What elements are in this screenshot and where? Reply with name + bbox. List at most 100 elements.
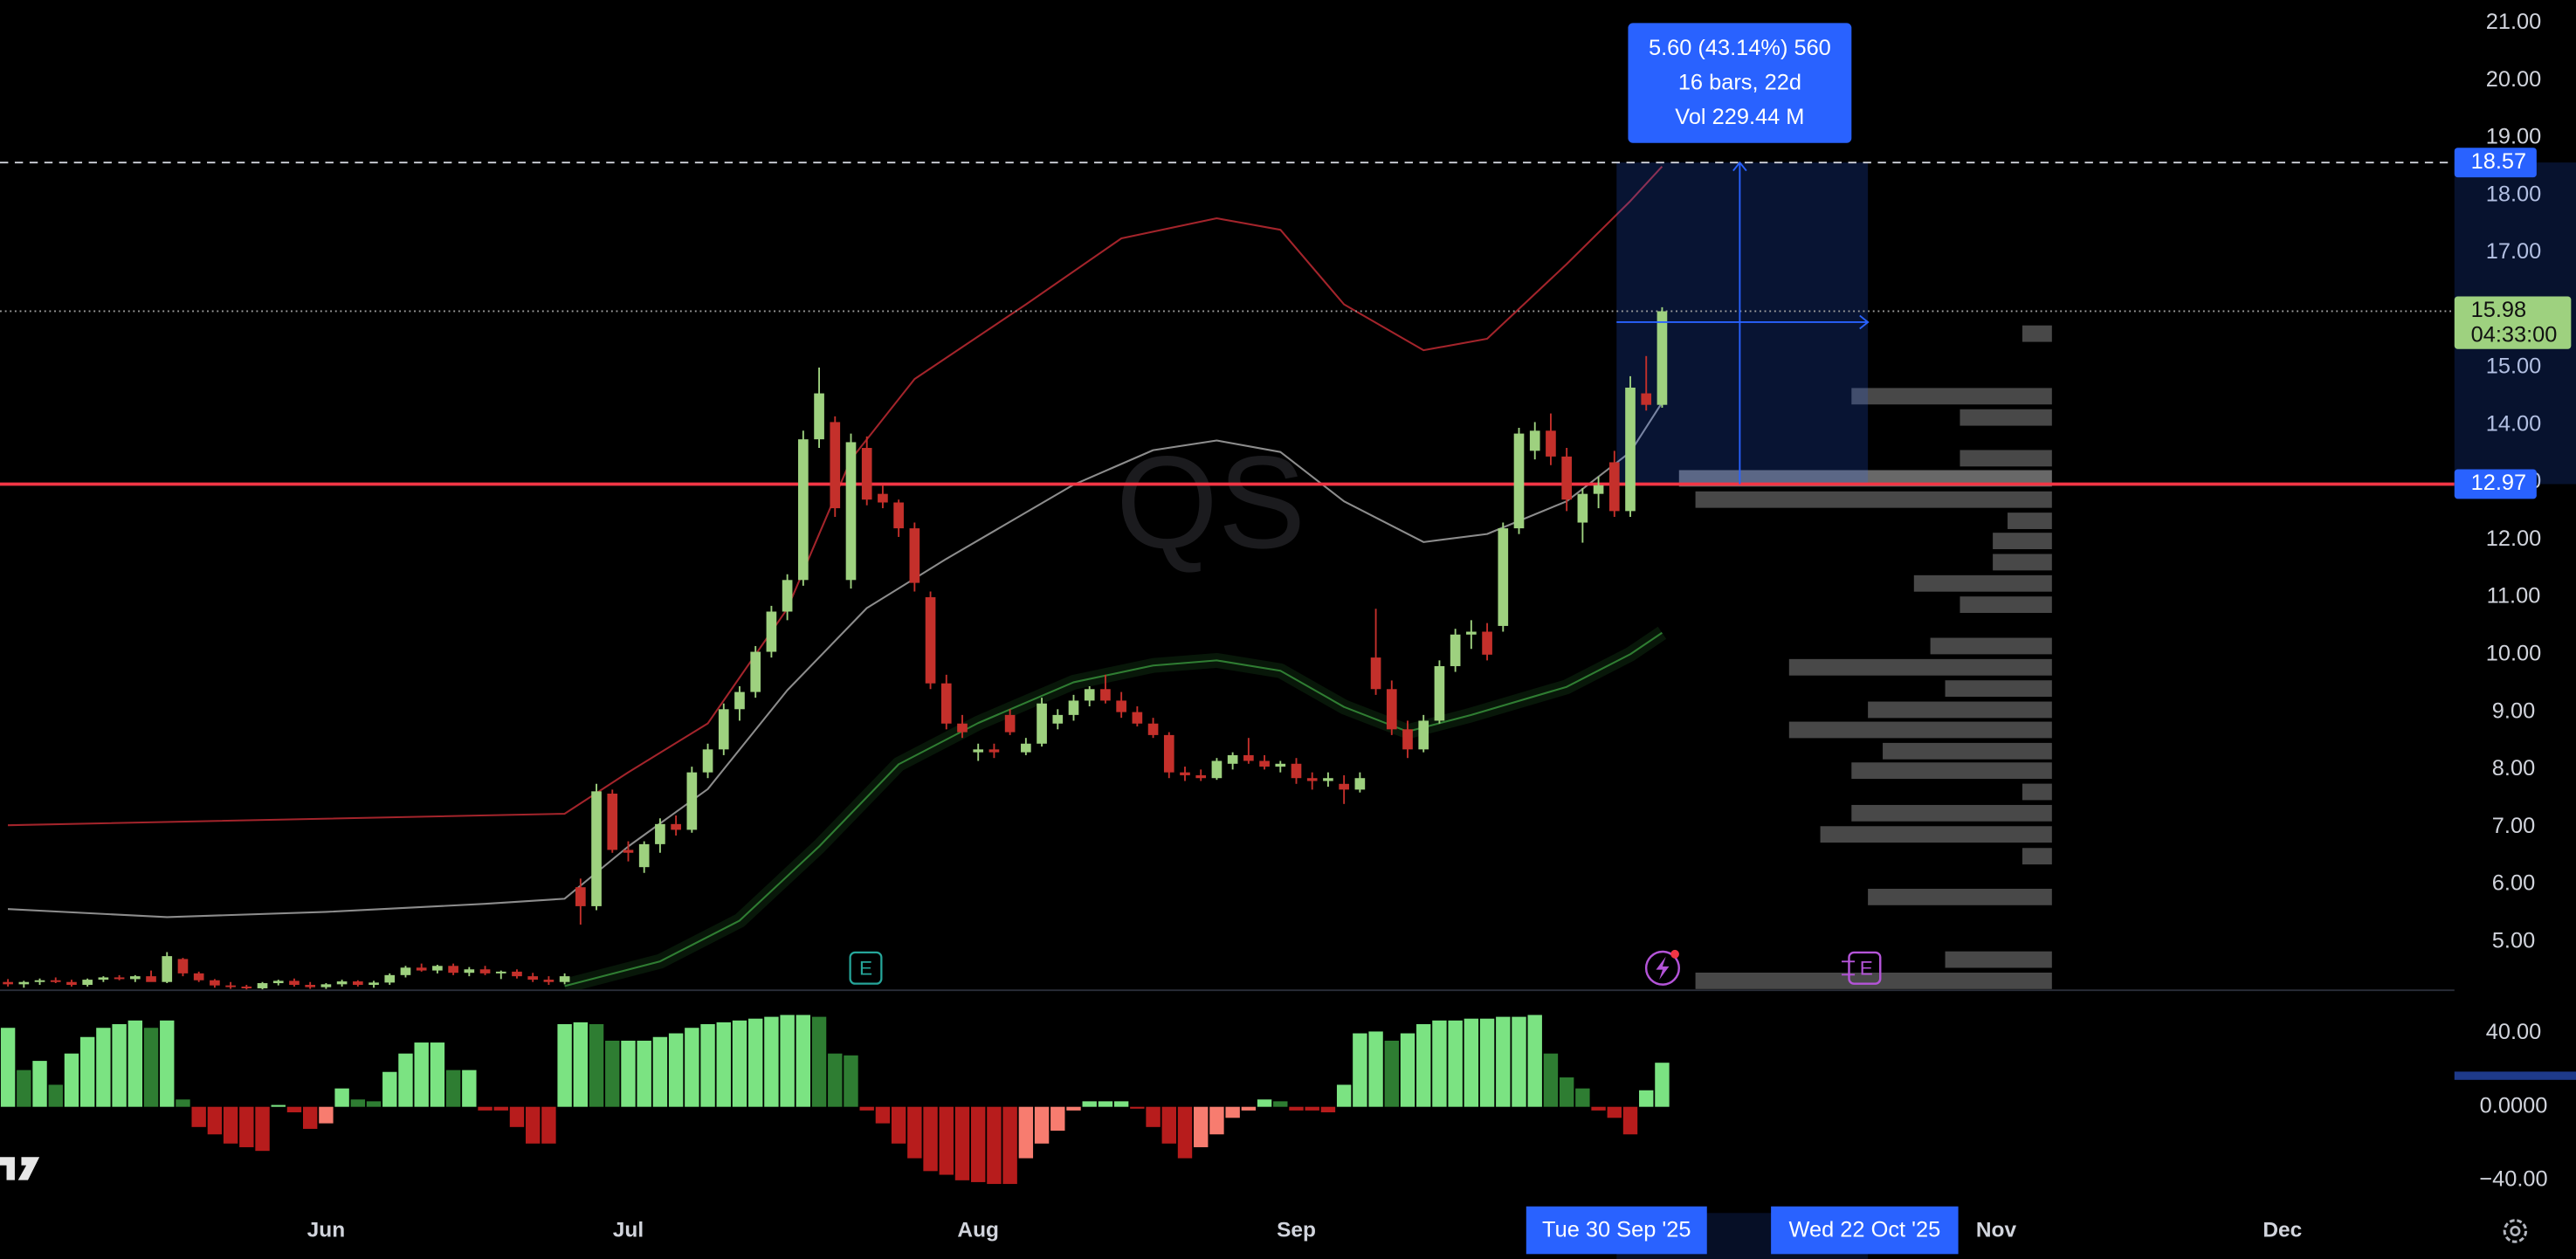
histogram-bar <box>255 1106 270 1152</box>
candle-body <box>750 651 761 692</box>
countdown-label: 04:33:00 <box>2471 322 2558 347</box>
candle-body <box>1227 754 1238 764</box>
histogram-bar <box>668 1033 684 1107</box>
histogram-bar <box>1161 1106 1176 1144</box>
candle-body <box>129 976 141 980</box>
volume-profile-bar <box>1960 409 2052 426</box>
volume-profile-bar <box>2022 848 2052 865</box>
measure-tooltip-line: 5.60 (43.14%) 560 <box>1649 36 1831 60</box>
histogram-bar <box>1177 1106 1193 1159</box>
candle-body <box>1259 760 1270 767</box>
histogram-bar <box>1622 1106 1638 1135</box>
histogram-bar <box>0 1028 16 1107</box>
histogram-bar <box>891 1106 906 1144</box>
candle-body <box>1608 462 1620 512</box>
logo[interactable] <box>0 1157 40 1180</box>
y2-tick-label: 0.0000 <box>2480 1093 2548 1118</box>
candle-body <box>146 976 156 982</box>
indicator-pane <box>0 1015 1670 1185</box>
measure-arrow-right <box>1859 314 1870 330</box>
volume-profile-bar <box>1960 596 2052 614</box>
last-price-box <box>2454 296 2572 349</box>
candle-body <box>336 981 348 985</box>
candle-body <box>305 985 316 987</box>
histogram-bar <box>271 1104 286 1107</box>
histogram-bar <box>1353 1033 1367 1107</box>
histogram-bar <box>430 1042 445 1107</box>
y-tick-label: 7.00 <box>2492 814 2535 838</box>
histogram-bar <box>859 1106 874 1111</box>
candle-body <box>257 983 268 988</box>
candle-body <box>766 611 777 652</box>
histogram-bar <box>1448 1020 1463 1107</box>
band-line <box>8 165 1663 827</box>
histogram-bar <box>1113 1101 1129 1107</box>
histogram-bar <box>1496 1016 1511 1107</box>
candle-body <box>66 981 77 986</box>
histogram-bar <box>1066 1106 1081 1111</box>
dividend-icon[interactable] <box>1644 950 1680 986</box>
histogram-bar <box>1130 1106 1145 1109</box>
candle-body <box>1116 700 1126 712</box>
histogram-bar <box>64 1053 79 1107</box>
candle-body <box>1275 763 1286 767</box>
price-label-box <box>2454 469 2537 499</box>
candle-body <box>432 966 443 971</box>
earnings-icon[interactable] <box>849 951 883 985</box>
histogram-bar <box>732 1020 747 1107</box>
histogram-bar <box>239 1106 254 1147</box>
measure-tooltip <box>1628 23 1852 143</box>
candle-body <box>1546 430 1556 457</box>
y-tick-label: 10.00 <box>2486 642 2542 666</box>
earnings-icon[interactable] <box>1848 951 1882 985</box>
candle-body <box>1132 712 1143 724</box>
candle-body <box>782 580 793 612</box>
volume-profile-bar <box>1851 804 2052 822</box>
candle-body <box>225 985 236 987</box>
candle-body <box>1418 720 1429 750</box>
candle-body <box>607 793 618 850</box>
candle-body <box>1021 743 1031 753</box>
candle-body <box>1482 631 1492 655</box>
crosshair-date: Wed 22 Oct '25 <box>1789 1218 1941 1242</box>
histogram-bar <box>1559 1077 1574 1107</box>
y-tick-label: 19.00 <box>2486 125 2542 149</box>
settings-gear[interactable] <box>2503 1219 2528 1243</box>
histogram-bar <box>1464 1018 1479 1107</box>
histogram-bar <box>398 1053 413 1107</box>
candle-body <box>400 967 411 975</box>
crosshair-date-box <box>1771 1206 1959 1255</box>
histogram-bar <box>1273 1101 1288 1107</box>
candle-body <box>1450 634 1461 666</box>
measure-arrow-up <box>1732 161 1747 172</box>
notification-dot <box>1670 949 1679 959</box>
crosshair-date-box <box>1526 1206 1707 1255</box>
candle-body <box>734 691 745 710</box>
candle-body <box>1195 774 1207 779</box>
lightning-glyph <box>1656 956 1670 980</box>
candle-body <box>925 597 936 684</box>
histogram-bar <box>971 1106 986 1182</box>
volume-profile-bar <box>1945 680 2052 698</box>
candle-body <box>241 986 252 988</box>
histogram-bar <box>1289 1106 1304 1111</box>
histogram-bar <box>1018 1106 1034 1159</box>
candle-body <box>1037 703 1047 744</box>
histogram-bar <box>350 1099 366 1107</box>
histogram-bar <box>1639 1090 1654 1107</box>
candle-body <box>1163 734 1174 773</box>
candle-body <box>1068 700 1079 715</box>
histogram-bar <box>160 1020 175 1107</box>
histogram-bar <box>716 1022 731 1107</box>
volume-profile-bar <box>1993 554 2052 571</box>
candle-body <box>1004 714 1016 733</box>
histogram-bar <box>1336 1084 1352 1107</box>
y-tick-label: 5.00 <box>2492 928 2535 953</box>
volume-profile-bar <box>1883 742 2052 760</box>
candle-body <box>289 980 300 986</box>
last-price-label: 15.98 <box>2471 298 2527 322</box>
candle-body <box>1370 657 1381 690</box>
candle-body <box>957 723 968 733</box>
